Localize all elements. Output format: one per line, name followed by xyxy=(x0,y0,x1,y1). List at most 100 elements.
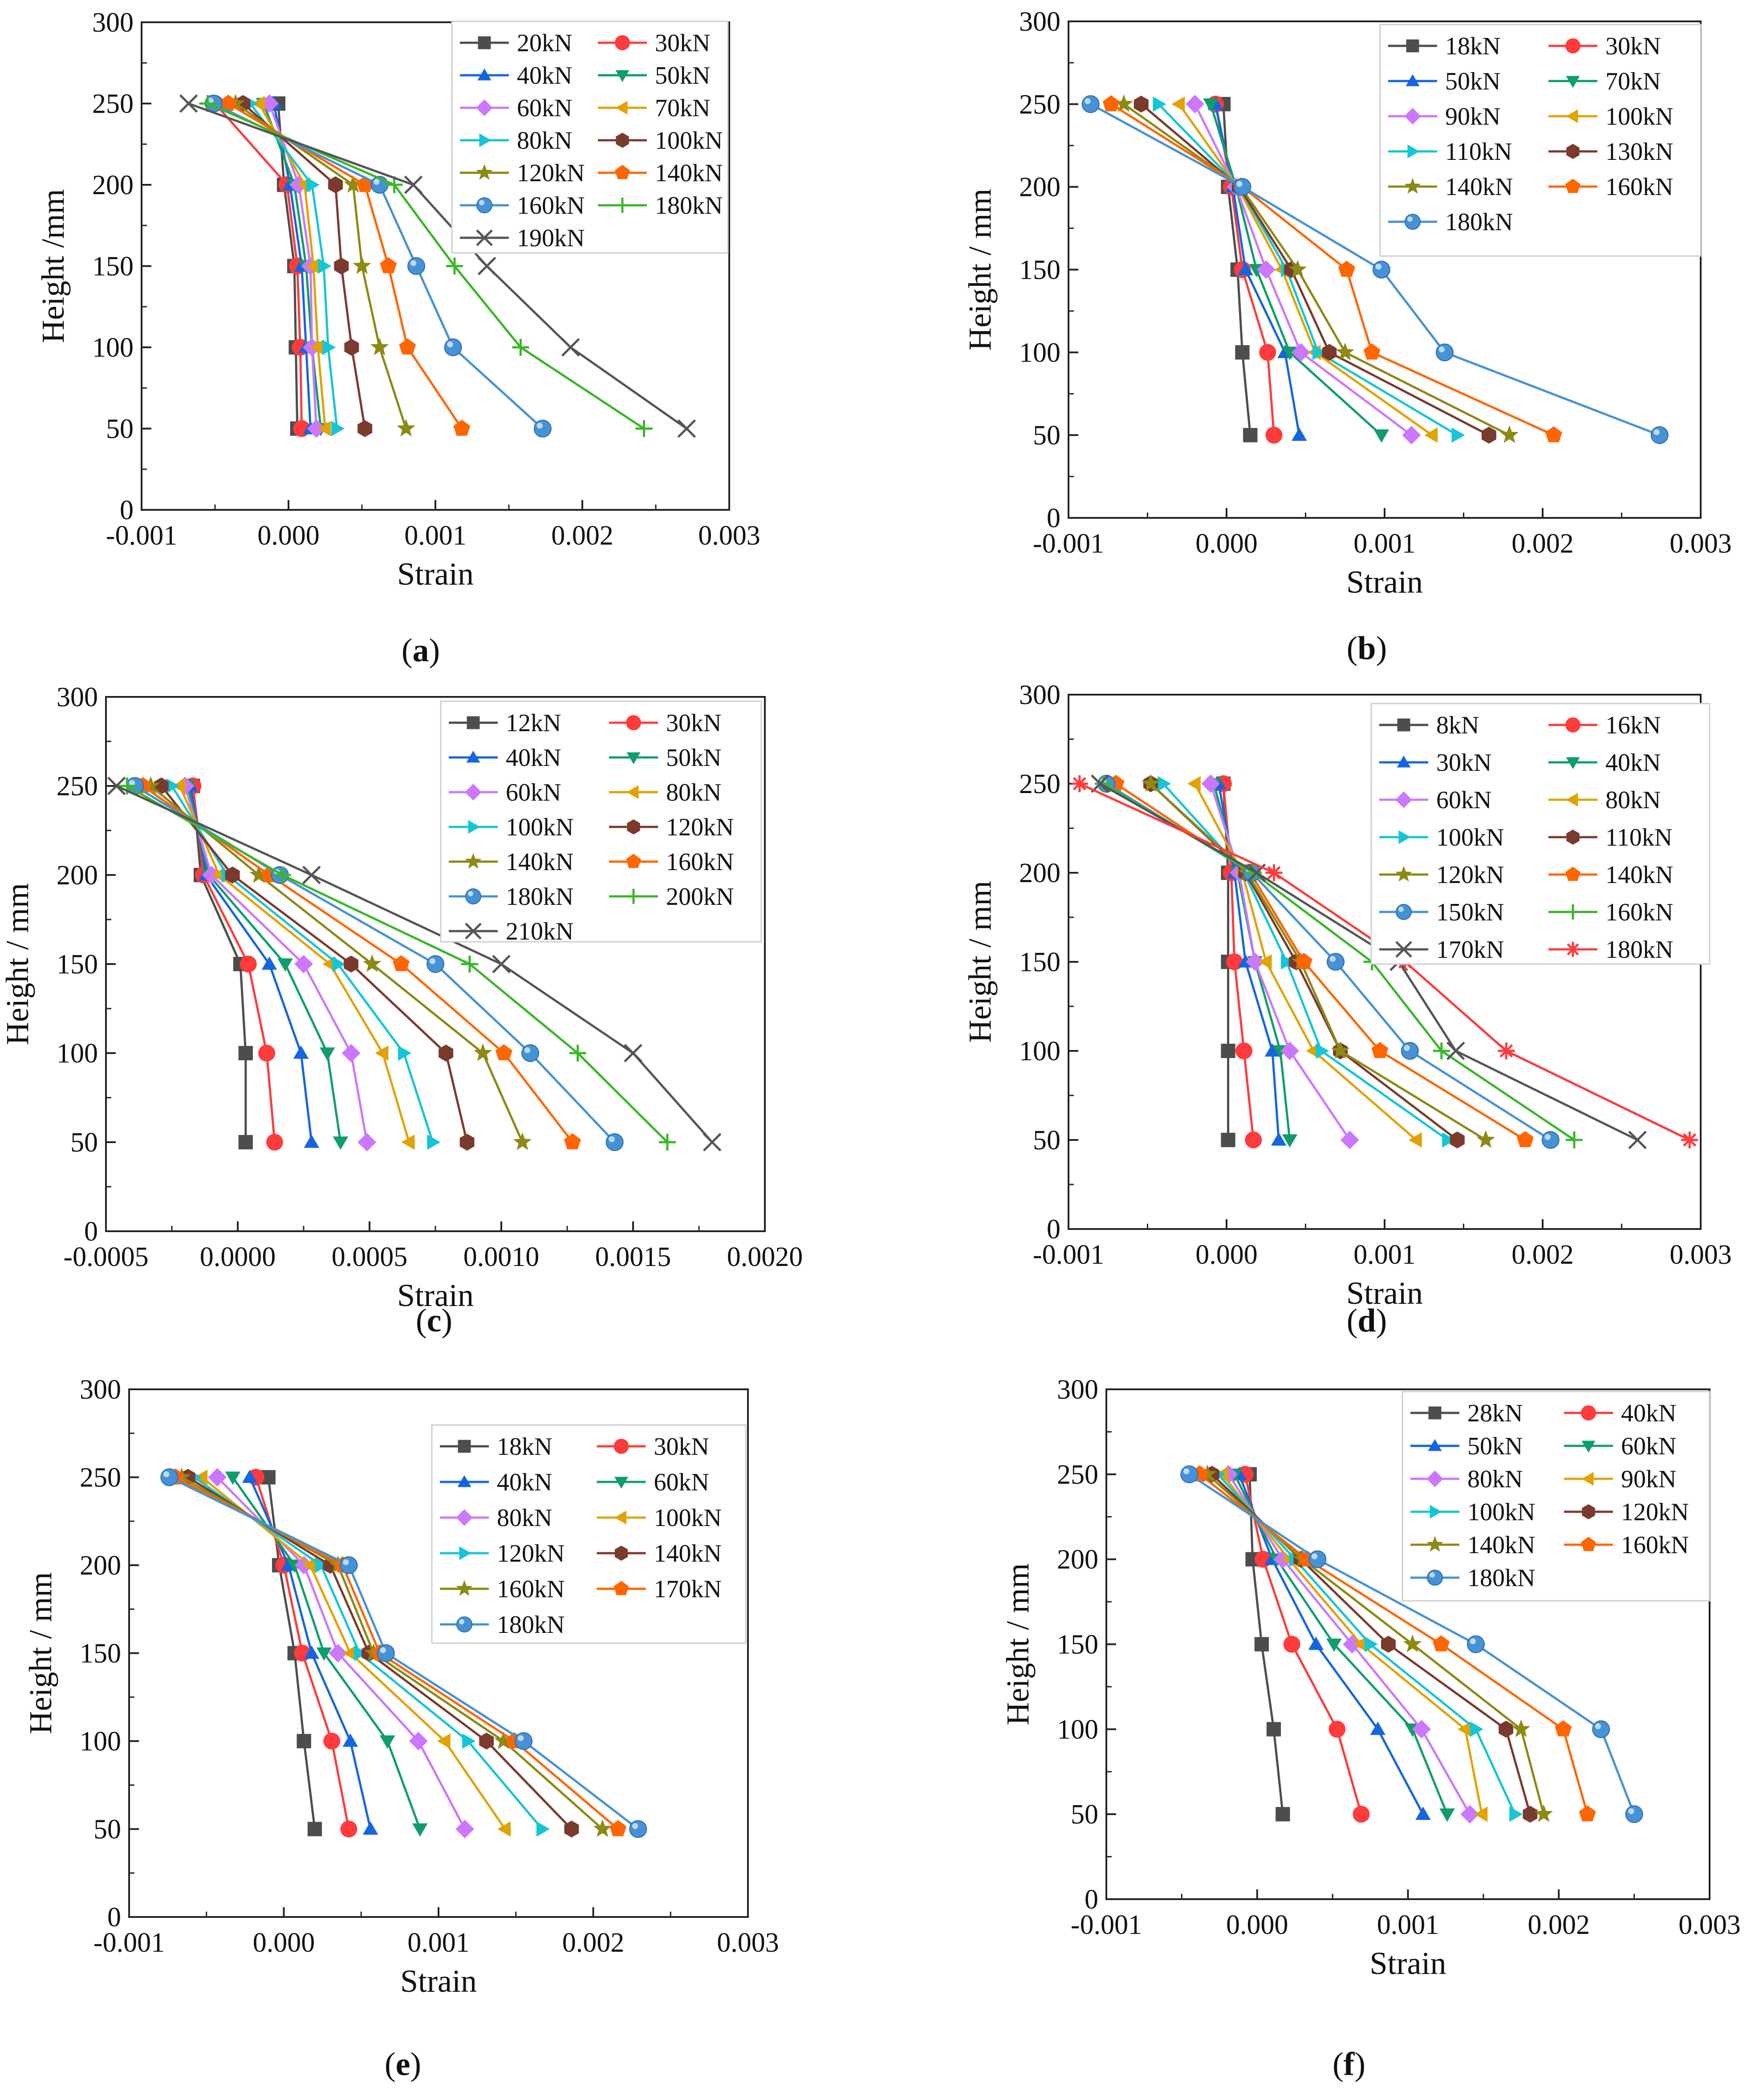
data-point xyxy=(362,1821,378,1835)
legend-label: 30kN xyxy=(1605,33,1661,60)
data-point xyxy=(1280,1042,1299,1060)
series-28kN xyxy=(1242,1467,1290,1822)
data-point xyxy=(1481,427,1496,444)
legend-marker xyxy=(1428,1406,1442,1420)
legend-label: 180kN xyxy=(1605,936,1673,964)
legend-label: 30kN xyxy=(1436,749,1491,777)
legend-marker xyxy=(1566,76,1580,88)
series-140kN xyxy=(219,94,471,436)
legend-marker xyxy=(626,785,639,799)
legend-marker-highlight xyxy=(1398,907,1404,912)
data-point xyxy=(342,1733,358,1747)
legend-marker xyxy=(616,133,629,148)
legend-marker xyxy=(615,101,628,115)
data-point xyxy=(1372,260,1390,279)
data-point-highlight xyxy=(517,1735,524,1742)
legend-marker xyxy=(614,1477,628,1489)
legend-marker-highlight xyxy=(468,891,474,897)
y-tick-label: 50 xyxy=(1071,1799,1098,1830)
legend-marker-highlight xyxy=(1407,216,1413,222)
data-point xyxy=(1187,776,1201,792)
data-point xyxy=(329,1644,347,1663)
data-point xyxy=(370,338,389,355)
data-point-highlight xyxy=(447,341,453,347)
series-50kN xyxy=(180,780,349,1150)
data-point xyxy=(609,1820,627,1836)
x-tick-label: 0.002 xyxy=(1528,1910,1590,1940)
data-point xyxy=(1281,954,1294,970)
x-tick-label: -0.001 xyxy=(1033,1240,1104,1270)
data-point xyxy=(166,778,180,794)
y-tick-label: 150 xyxy=(80,1639,121,1669)
data-point xyxy=(658,1134,676,1151)
y-tick-label: 300 xyxy=(1019,680,1060,710)
data-point xyxy=(437,1733,451,1749)
legend-marker xyxy=(477,68,492,81)
data-point xyxy=(344,339,359,356)
data-point xyxy=(1439,1808,1455,1822)
legend-marker xyxy=(465,853,482,869)
caption-paren: ) xyxy=(441,1302,452,1339)
data-point xyxy=(1259,344,1276,361)
legend-marker xyxy=(1565,38,1580,53)
legend-label: 18kN xyxy=(497,1433,552,1461)
legend-marker xyxy=(467,716,480,729)
caption-paren: ) xyxy=(1354,2046,1365,2083)
caption-paren: ( xyxy=(416,1302,427,1339)
data-point xyxy=(240,956,257,973)
data-point xyxy=(318,258,332,274)
legend-label: 140kN xyxy=(1605,861,1673,889)
data-point xyxy=(1681,1131,1698,1148)
data-point xyxy=(315,1557,329,1573)
data-point xyxy=(1442,1132,1456,1148)
y-tick-label: 200 xyxy=(80,1551,121,1581)
y-tick-label: 150 xyxy=(1057,1630,1098,1660)
x-tick-label: 0.002 xyxy=(1511,529,1574,559)
legend-label: 130kN xyxy=(1605,138,1673,166)
legend-label: 40kN xyxy=(497,1469,552,1496)
data-point xyxy=(1523,1806,1538,1823)
legend-marker xyxy=(1582,1504,1595,1519)
data-point xyxy=(703,1133,722,1152)
caption-paren: ) xyxy=(1376,1302,1387,1339)
data-point xyxy=(439,1045,454,1062)
data-point xyxy=(377,1644,395,1662)
legend-label: 80kN xyxy=(517,127,572,155)
data-point-highlight xyxy=(1311,1553,1318,1559)
legend-marker xyxy=(626,889,641,904)
data-point xyxy=(1474,1806,1488,1822)
y-tick-label: 250 xyxy=(1057,1460,1098,1490)
legend-marker xyxy=(1395,866,1412,882)
data-point xyxy=(1245,1131,1262,1148)
data-point xyxy=(251,96,265,111)
legend-marker xyxy=(1428,1439,1442,1451)
data-point xyxy=(1312,345,1326,360)
data-point xyxy=(1650,426,1669,444)
data-point xyxy=(1071,775,1088,792)
data-point xyxy=(1331,1041,1350,1059)
x-tick-label: 0.0015 xyxy=(595,1242,671,1272)
chart-panel-2: -0.0005 0.0000 0.0005 0.0010 0.0015 0.0020 0 50… xyxy=(0,682,803,1339)
legend-label: 100kN xyxy=(655,127,723,155)
legend-label: 40kN xyxy=(517,62,572,90)
data-point xyxy=(1265,864,1283,881)
x-tick-label: 0.001 xyxy=(1353,529,1416,559)
legend-marker xyxy=(1395,941,1412,958)
y-tick-label: 0 xyxy=(84,1217,98,1247)
data-point xyxy=(513,1132,532,1150)
data-point xyxy=(1141,774,1160,792)
y-tick-label: 0 xyxy=(1047,503,1060,533)
legend-label: 160kN xyxy=(497,1575,565,1603)
y-tick-label: 300 xyxy=(1019,7,1060,37)
legend-marker xyxy=(1566,144,1580,159)
legend-label: 60kN xyxy=(517,94,572,122)
data-point xyxy=(1102,95,1120,111)
data-point xyxy=(238,1046,253,1061)
legend-label: 60kN xyxy=(1436,786,1491,814)
data-point xyxy=(497,1821,511,1837)
legend-box xyxy=(1402,1391,1710,1602)
x-axis-title: Strain xyxy=(397,556,474,592)
data-point xyxy=(334,257,349,275)
data-point xyxy=(629,1820,647,1838)
legend-label: 30kN xyxy=(654,1433,709,1461)
